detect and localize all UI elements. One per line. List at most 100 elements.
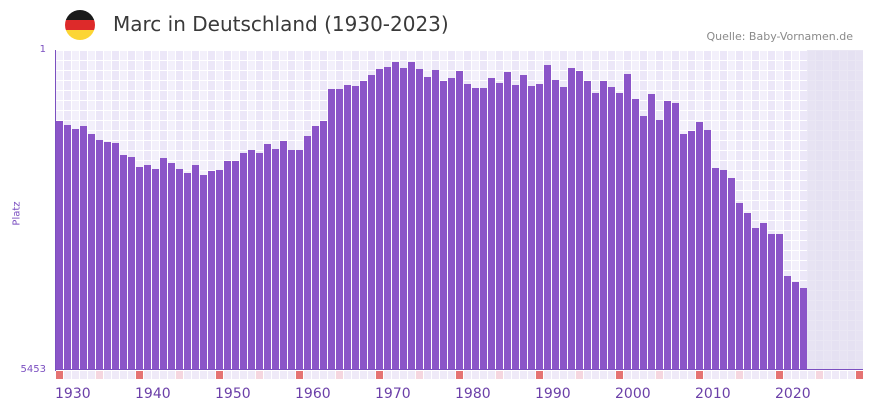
bar-2012[interactable] <box>712 168 719 370</box>
bar-1953[interactable] <box>240 153 247 370</box>
bar-1954[interactable] <box>248 150 255 370</box>
bar-1975[interactable] <box>416 69 423 370</box>
bar-1935[interactable] <box>96 140 103 370</box>
bar-1965[interactable] <box>336 89 343 370</box>
bar-1968[interactable] <box>360 81 367 370</box>
bar-1932[interactable] <box>72 129 79 370</box>
bar-1967[interactable] <box>352 86 359 370</box>
bar-2007[interactable] <box>672 103 679 370</box>
bar-1969[interactable] <box>368 75 375 370</box>
bar-1936[interactable] <box>104 142 111 370</box>
bar-2003[interactable] <box>640 116 647 370</box>
bar-2004[interactable] <box>648 94 655 370</box>
bar-1996[interactable] <box>584 81 591 370</box>
bar-1978[interactable] <box>440 81 447 370</box>
bar-1937[interactable] <box>112 143 119 370</box>
bar-1983[interactable] <box>480 88 487 370</box>
year-marker <box>488 371 495 379</box>
year-marker <box>192 371 199 379</box>
bar-1949[interactable] <box>208 171 215 370</box>
bar-2014[interactable] <box>728 178 735 370</box>
bar-1987[interactable] <box>512 85 519 370</box>
bar-1945[interactable] <box>176 169 183 370</box>
bar-2009[interactable] <box>688 131 695 370</box>
bar-2002[interactable] <box>632 99 639 370</box>
bar-1980[interactable] <box>456 71 463 370</box>
bar-1958[interactable] <box>280 141 287 370</box>
bar-1984[interactable] <box>488 78 495 370</box>
bar-1989[interactable] <box>528 86 535 370</box>
source-credit: Quelle: Baby-Vornamen.de <box>706 30 853 43</box>
bar-1946[interactable] <box>184 173 191 370</box>
bar-1933[interactable] <box>80 126 87 370</box>
bar-2015[interactable] <box>736 203 743 370</box>
bar-1950[interactable] <box>216 170 223 370</box>
bar-1947[interactable] <box>192 165 199 370</box>
bar-1995[interactable] <box>576 71 583 370</box>
year-marker <box>200 371 207 379</box>
bar-1999[interactable] <box>608 87 615 370</box>
bar-1931[interactable] <box>64 125 71 370</box>
bar-2005[interactable] <box>656 120 663 370</box>
bar-1941[interactable] <box>144 165 151 370</box>
bar-1973[interactable] <box>400 68 407 370</box>
bar-1972[interactable] <box>392 62 399 370</box>
bar-2011[interactable] <box>704 130 711 370</box>
bar-1964[interactable] <box>328 89 335 370</box>
bar-1977[interactable] <box>432 70 439 370</box>
bar-1952[interactable] <box>232 161 239 370</box>
bar-1992[interactable] <box>552 80 559 370</box>
bar-1988[interactable] <box>520 75 527 370</box>
bar-2017[interactable] <box>752 228 759 370</box>
bar-2001[interactable] <box>624 74 631 370</box>
year-marker <box>336 371 343 379</box>
bar-1939[interactable] <box>128 157 135 370</box>
bar-1951[interactable] <box>224 161 231 370</box>
bar-1957[interactable] <box>272 149 279 370</box>
bar-1944[interactable] <box>168 163 175 370</box>
bar-1938[interactable] <box>120 155 127 370</box>
bar-1990[interactable] <box>536 84 543 370</box>
bar-1993[interactable] <box>560 87 567 370</box>
bar-1956[interactable] <box>264 144 271 370</box>
bar-1930[interactable] <box>56 121 63 370</box>
bar-2013[interactable] <box>720 170 727 370</box>
bar-1963[interactable] <box>320 121 327 370</box>
bar-1942[interactable] <box>152 169 159 370</box>
bar-1997[interactable] <box>592 93 599 370</box>
bar-2010[interactable] <box>696 122 703 370</box>
bar-1962[interactable] <box>312 126 319 370</box>
bar-1998[interactable] <box>600 81 607 370</box>
bar-1971[interactable] <box>384 67 391 370</box>
bar-1986[interactable] <box>504 72 511 370</box>
bar-1991[interactable] <box>544 65 551 370</box>
bar-1966[interactable] <box>344 85 351 370</box>
bar-1994[interactable] <box>568 68 575 370</box>
year-marker <box>728 371 735 379</box>
bar-2000[interactable] <box>616 93 623 370</box>
bar-2023[interactable] <box>800 288 807 370</box>
bar-2016[interactable] <box>744 213 751 370</box>
bar-2018[interactable] <box>760 223 767 370</box>
bar-2021[interactable] <box>784 276 791 370</box>
bar-1970[interactable] <box>376 69 383 370</box>
bar-2019[interactable] <box>768 234 775 370</box>
bar-1943[interactable] <box>160 158 167 370</box>
bar-1982[interactable] <box>472 88 479 370</box>
bar-2006[interactable] <box>664 101 671 370</box>
bar-1955[interactable] <box>256 153 263 370</box>
bar-1961[interactable] <box>304 136 311 370</box>
bar-1985[interactable] <box>496 83 503 370</box>
bar-1981[interactable] <box>464 84 471 370</box>
bar-1976[interactable] <box>424 77 431 370</box>
bar-1948[interactable] <box>200 175 207 370</box>
bar-2022[interactable] <box>792 282 799 370</box>
bar-1960[interactable] <box>296 150 303 370</box>
bar-1959[interactable] <box>288 150 295 370</box>
bar-2008[interactable] <box>680 134 687 370</box>
bar-1940[interactable] <box>136 167 143 370</box>
bar-1934[interactable] <box>88 134 95 370</box>
bar-2020[interactable] <box>776 234 783 370</box>
bar-1974[interactable] <box>408 62 415 370</box>
bar-1979[interactable] <box>448 78 455 370</box>
